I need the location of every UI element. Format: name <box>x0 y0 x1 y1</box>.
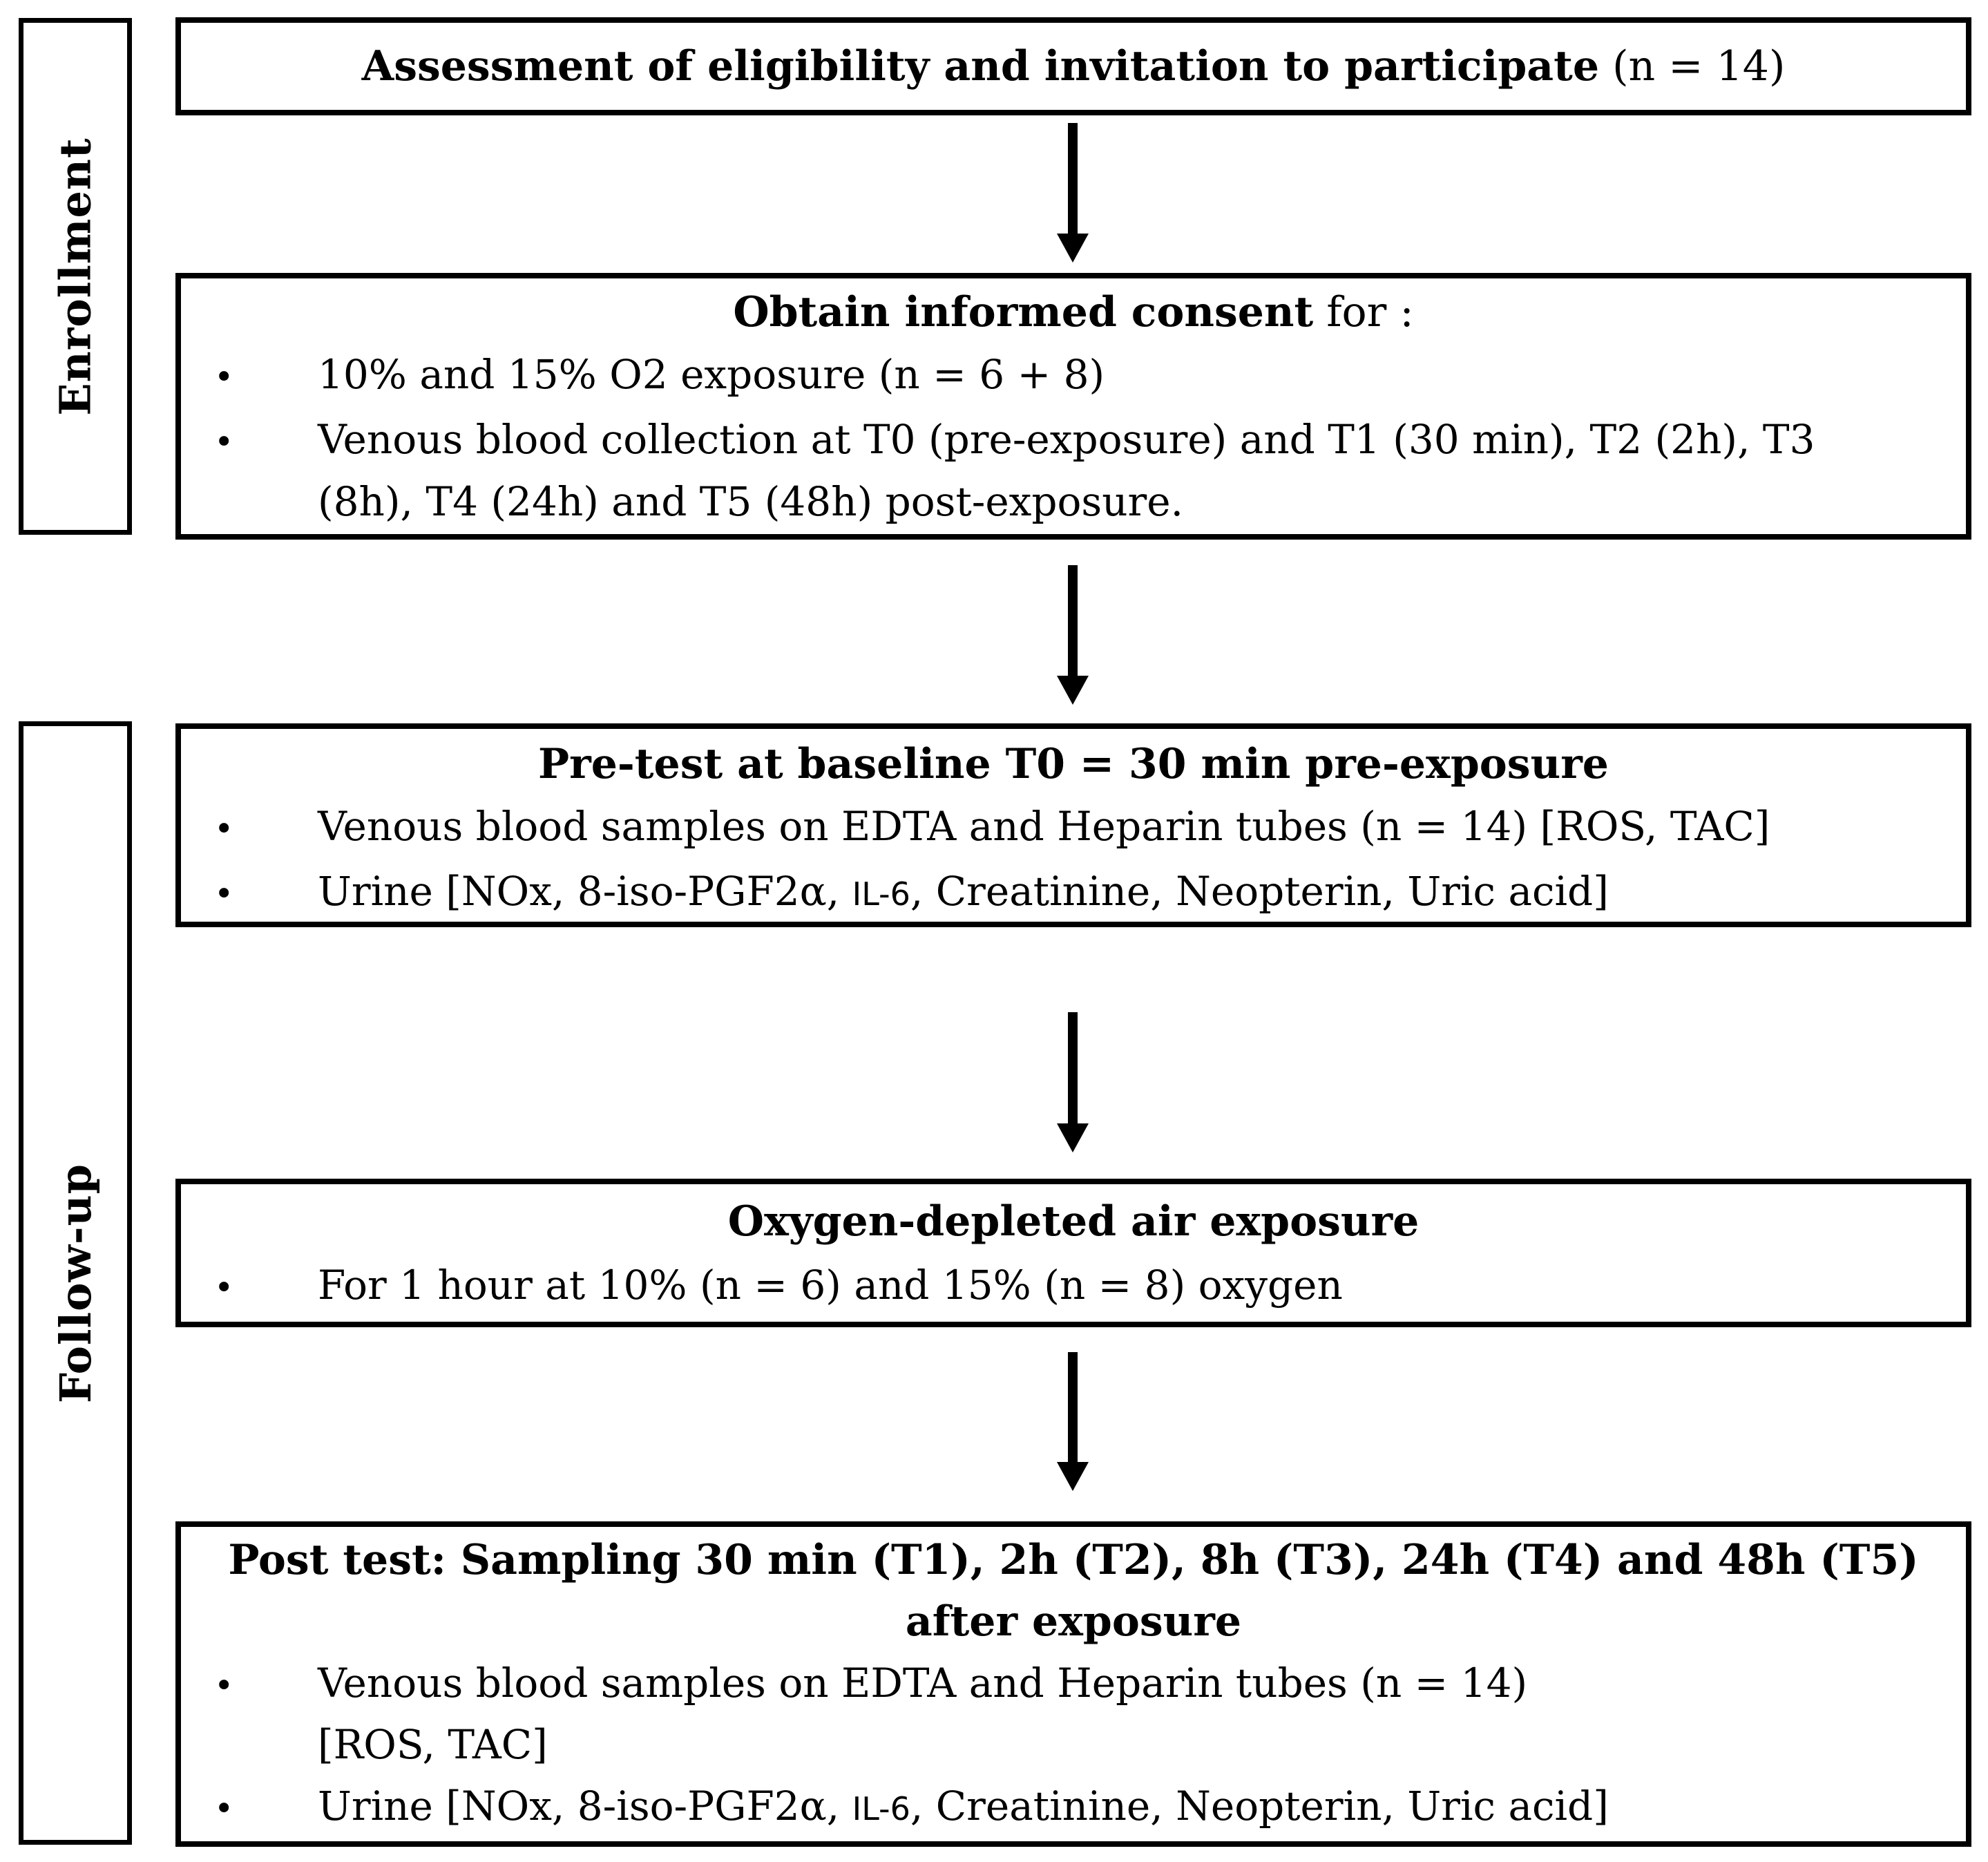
urine-text-pre: Urine [NOx, 8-iso-PGF2α, <box>318 868 852 915</box>
arrow-head <box>1057 676 1089 705</box>
urine-text-post: , Creatinine, Neopterin, Uric acid] <box>910 868 1609 915</box>
bullet-icon: • <box>214 1269 234 1307</box>
box-informed-consent: Obtain informed consent for : • 10% and … <box>175 273 1971 540</box>
stage-label-enrollment: Enrollment <box>50 137 101 416</box>
bullet-text-o2-exposure: 10% and 15% O2 exposure (n = 6 + 8) <box>318 351 1105 398</box>
arrow-shaft <box>1068 1352 1078 1462</box>
bullet-item: • Urine [NOx, 8-iso-PGF2α, IL-6, Creatin… <box>181 1776 1966 1840</box>
urine-text-il6: IL-6 <box>852 875 910 913</box>
stage-box-enrollment: Enrollment <box>19 18 132 535</box>
box-post-test-title: Post test: Sampling 30 min (T1), 2h (T2)… <box>228 1536 1919 1646</box>
down-arrow-icon <box>1057 565 1089 705</box>
bullet-icon: • <box>214 1666 234 1705</box>
bullet-icon: • <box>214 423 234 462</box>
bullet-icon: • <box>214 1789 234 1828</box>
arrow-head <box>1057 1462 1089 1491</box>
bullet-text-urine: Urine [NOx, 8-iso-PGF2α, IL-6, Creatinin… <box>318 1776 1628 1840</box>
stage-label-follow-up: Follow-up <box>50 1163 101 1403</box>
arrow-shaft <box>1068 1012 1078 1123</box>
bullet-item: • Venous blood samples on EDTA and Hepar… <box>181 795 1966 860</box>
box-pre-test-baseline: Pre-test at baseline T0 = 30 min pre-exp… <box>175 723 1971 927</box>
bullet-item: • Venous blood samples on EDTA and Hepar… <box>181 1653 1966 1776</box>
bullet-icon: • <box>214 875 234 913</box>
bullet-text-urine: Urine [NOx, 8-iso-PGF2α, IL-6, Creatinin… <box>318 860 1628 925</box>
urine-text-il6: IL-6 <box>852 1790 910 1827</box>
stage-box-follow-up: Follow-up <box>19 721 132 1845</box>
box-eligibility-title-bold: Assessment of eligibility and invitation… <box>361 42 1600 91</box>
box-eligibility-title-n: (n = 14) <box>1599 42 1786 91</box>
bullet-text-blood-collection: Venous blood collection at T0 (pre-expos… <box>318 416 1815 525</box>
box-informed-consent-title-suffix: for : <box>1313 288 1414 336</box>
box-eligibility-assessment: Assessment of eligibility and invitation… <box>175 17 1971 115</box>
bullet-item: • 10% and 15% O2 exposure (n = 6 + 8) <box>181 343 1966 408</box>
bullet-icon: • <box>214 358 234 397</box>
arrow-head <box>1057 234 1089 263</box>
box-exposure-title: Oxygen-depleted air exposure <box>727 1197 1420 1246</box>
box-oxygen-depleted-exposure: Oxygen-depleted air exposure • For 1 hou… <box>175 1179 1971 1327</box>
bullet-text-exposure-duration: For 1 hour at 10% (n = 6) and 15% (n = 8… <box>318 1262 1343 1309</box>
bullet-item: • For 1 hour at 10% (n = 6) and 15% (n =… <box>181 1253 1966 1320</box>
down-arrow-icon <box>1057 1352 1089 1491</box>
urine-text-pre: Urine [NOx, 8-iso-PGF2α, <box>318 1783 852 1830</box>
box-eligibility-title: Assessment of eligibility and invitation… <box>362 40 1786 93</box>
down-arrow-icon <box>1057 1012 1089 1152</box>
bullet-item: • Venous blood collection at T0 (pre-exp… <box>181 408 1966 533</box>
bullet-text-blood-samples: Venous blood samples on EDTA and Heparin… <box>318 803 1770 850</box>
arrow-shaft <box>1068 123 1078 234</box>
bullet-item: • Urine [NOx, 8-iso-PGF2α, IL-6, Creatin… <box>181 860 1966 925</box>
bullet-text-blood-samples: Venous blood samples on EDTA and Heparin… <box>318 1660 1528 1768</box>
box-informed-consent-title-bold: Obtain informed consent <box>733 288 1314 336</box>
box-post-test-sampling: Post test: Sampling 30 min (T1), 2h (T2)… <box>175 1521 1971 1847</box>
box-pre-test-title: Pre-test at baseline T0 = 30 min pre-exp… <box>538 740 1609 788</box>
bullet-icon: • <box>214 810 234 848</box>
arrow-shaft <box>1068 565 1078 676</box>
arrow-head <box>1057 1123 1089 1152</box>
box-informed-consent-title: Obtain informed consent for : <box>181 281 1966 343</box>
down-arrow-icon <box>1057 123 1089 263</box>
urine-text-post: , Creatinine, Neopterin, Uric acid] <box>910 1783 1609 1830</box>
